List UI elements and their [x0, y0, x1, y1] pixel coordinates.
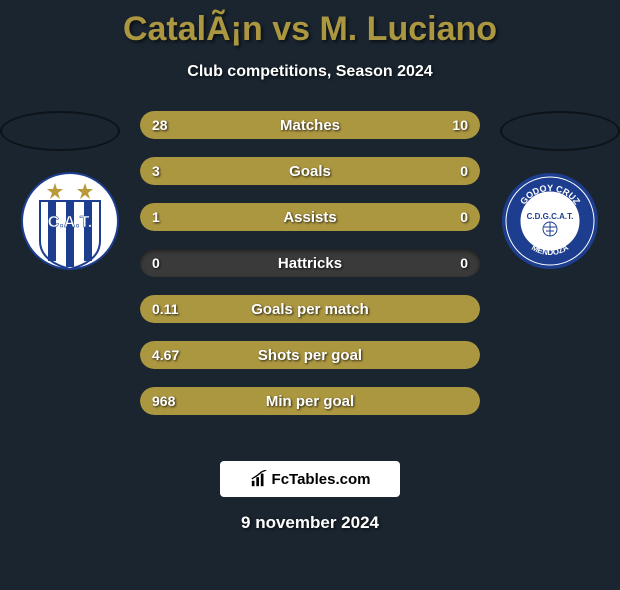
- stat-row: 30Goals: [140, 157, 480, 185]
- comparison-title: CatalÃ¡n vs M. Luciano: [0, 10, 620, 49]
- club-badge-left: C.A.T.: [20, 171, 120, 271]
- stat-label: Goals per match: [140, 295, 480, 323]
- stat-label: Hattricks: [140, 249, 480, 277]
- stat-row: 0.11Goals per match: [140, 295, 480, 323]
- comparison-main: C.A.T. GODOY CRUZ MENDOZA C.D.G.C.A.T. 2…: [0, 111, 620, 441]
- stat-label: Min per goal: [140, 387, 480, 415]
- player-photo-placeholder-right: [500, 111, 620, 151]
- stat-row: 968Min per goal: [140, 387, 480, 415]
- stat-row: 2810Matches: [140, 111, 480, 139]
- stat-label: Assists: [140, 203, 480, 231]
- stat-label: Shots per goal: [140, 341, 480, 369]
- fctables-logo-text: FcTables.com: [272, 471, 371, 488]
- stat-row: 4.67Shots per goal: [140, 341, 480, 369]
- godoy-cruz-badge-icon: GODOY CRUZ MENDOZA C.D.G.C.A.T.: [500, 171, 600, 271]
- player-photo-placeholder-left: [0, 111, 120, 151]
- stat-label: Matches: [140, 111, 480, 139]
- stat-label: Goals: [140, 157, 480, 185]
- comparison-subtitle: Club competitions, Season 2024: [0, 63, 620, 81]
- svg-text:C.D.G.C.A.T.: C.D.G.C.A.T.: [527, 212, 574, 221]
- stat-row: 00Hattricks: [140, 249, 480, 277]
- talleres-badge-icon: C.A.T.: [20, 171, 120, 271]
- stat-row: 10Assists: [140, 203, 480, 231]
- comparison-date: 9 november 2024: [0, 513, 620, 533]
- fctables-chart-icon: [250, 470, 268, 488]
- club-badge-right: GODOY CRUZ MENDOZA C.D.G.C.A.T.: [500, 171, 600, 271]
- stat-bars: 2810Matches 30Goals 10Assists 00Hattricks 0.…: [140, 111, 480, 415]
- svg-text:C.A.T.: C.A.T.: [48, 214, 92, 231]
- fctables-logo: FcTables.com: [220, 461, 400, 497]
